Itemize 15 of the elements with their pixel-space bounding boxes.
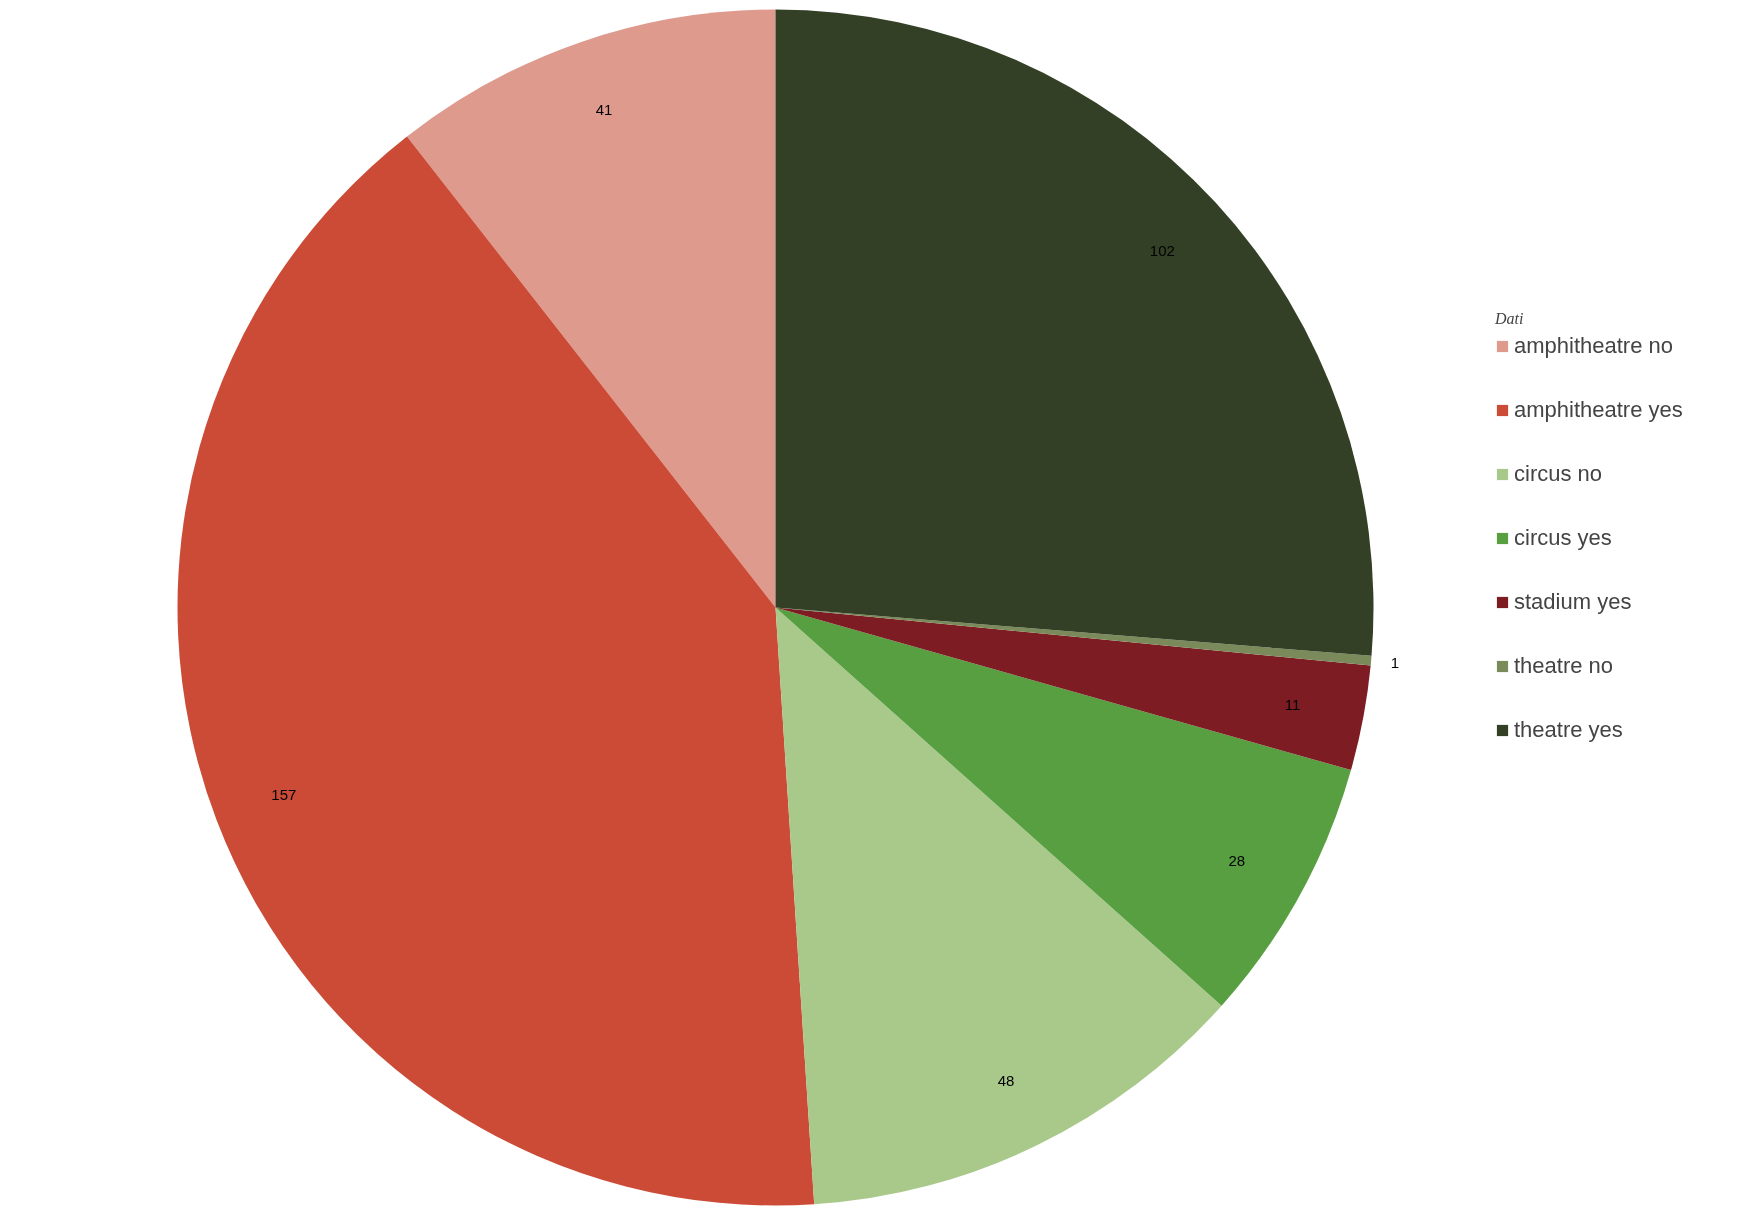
legend-label: theatre no: [1514, 653, 1614, 679]
data-label: 157: [271, 786, 297, 804]
legend-label: amphitheatre yes: [1514, 397, 1683, 423]
data-label: 11: [1284, 695, 1301, 713]
data-label: 28: [1228, 851, 1246, 869]
legend-label: amphitheatre no: [1514, 333, 1673, 359]
legend-label: theatre yes: [1514, 717, 1623, 743]
legend-title: Dati: [1495, 310, 1525, 328]
legend-label: circus no: [1514, 461, 1603, 487]
data-label: 1: [1390, 653, 1400, 671]
data-label: 48: [997, 1071, 1015, 1089]
legend-label: circus yes: [1514, 525, 1612, 551]
data-label: 102: [1149, 241, 1175, 259]
data-label: 41: [595, 100, 613, 118]
legend-label: stadium yes: [1514, 589, 1632, 615]
